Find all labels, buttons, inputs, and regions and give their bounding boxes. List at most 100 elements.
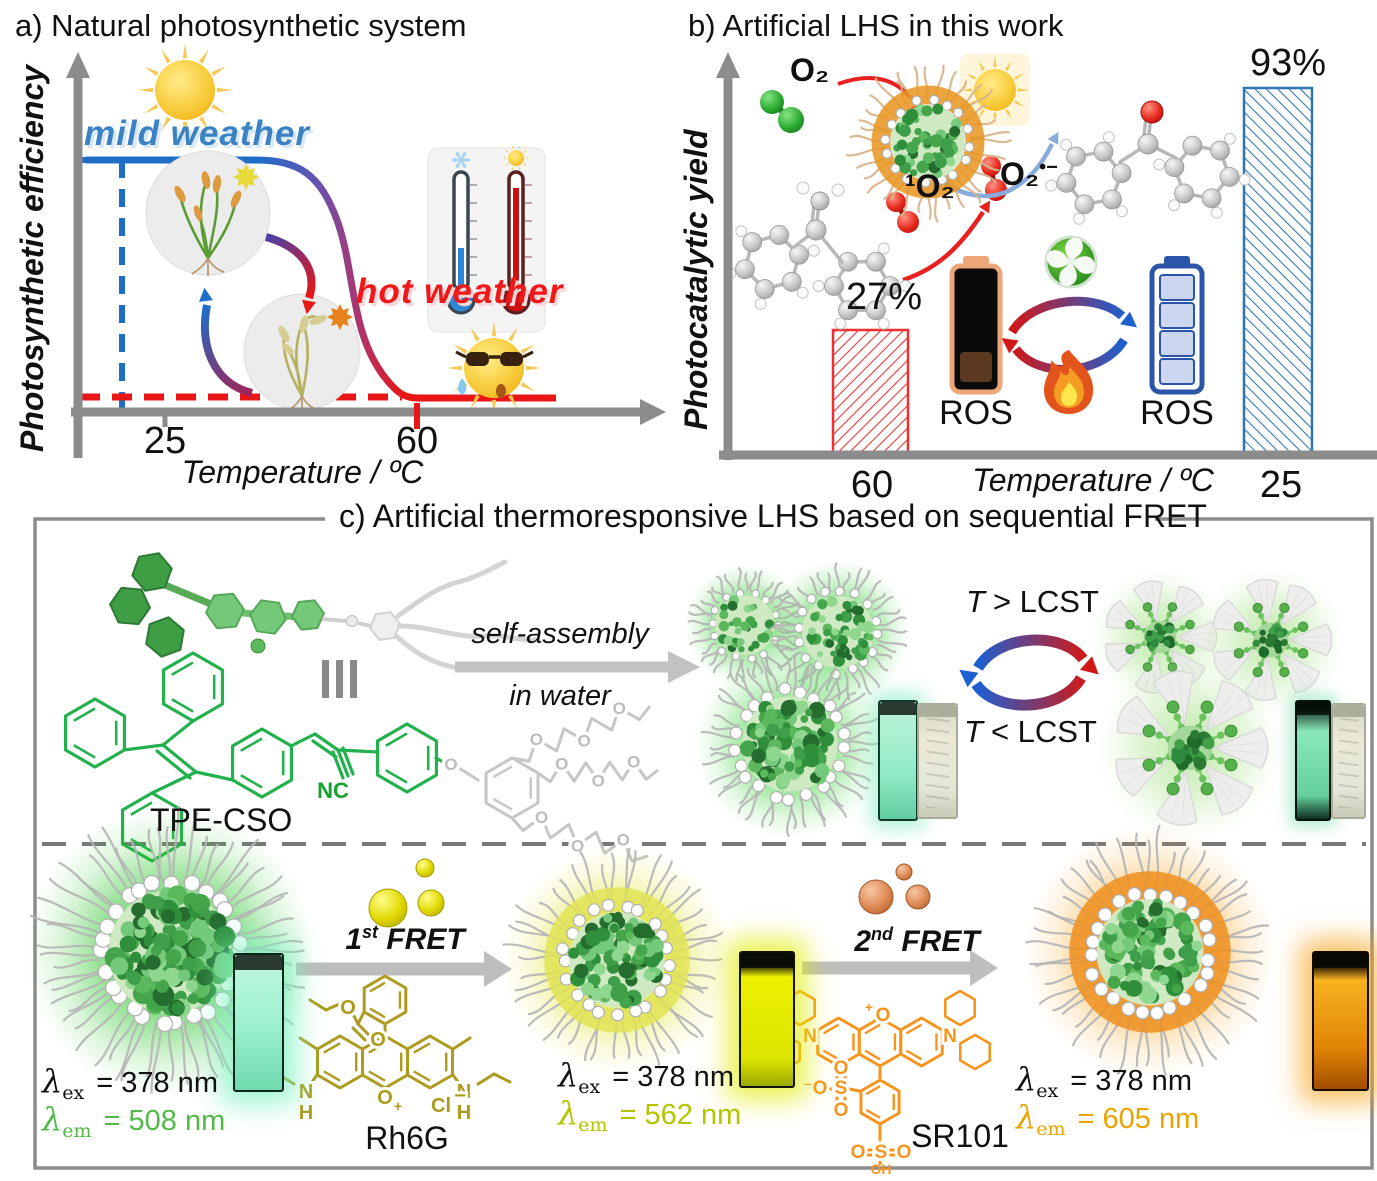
cold-thermometer-icon (446, 170, 477, 315)
micelle-photocatalyst (845, 64, 1013, 223)
lcst-cycle-arrow-bottom (971, 674, 1086, 711)
ether-o-label: O (444, 755, 457, 774)
in-water-label: in water (509, 680, 611, 712)
fret2-arrowhead (970, 950, 998, 986)
panel-a-y-axis-label: Photosynthetic efficiency (14, 64, 50, 452)
lambda-em-state3: λem = 605 nm (1016, 1098, 1200, 1140)
self-assembly-label: self-assembly (471, 618, 649, 650)
panel-a-tick-60: 60 (395, 420, 439, 462)
bar-value-93: 93% (1249, 42, 1327, 84)
rh6g-structure (260, 974, 512, 1090)
svg-text:O: O (340, 997, 356, 1019)
panel-b-title: b) Artificial LHS in this work (688, 8, 1064, 43)
sr101-label: SR101 (911, 1118, 1009, 1154)
sun-icon (961, 56, 1029, 124)
svg-text:O: O (834, 1100, 849, 1121)
ros-battery-empty (949, 256, 1003, 395)
bar-27-percent (831, 328, 910, 454)
micelle-rh6g-loaded (502, 845, 732, 1075)
panel-b-tick-25: 25 (1259, 464, 1303, 506)
svg-text:⁻O: ⁻O (803, 1078, 828, 1099)
ros-label-left: ROS (939, 394, 1013, 432)
panel-b-y-axis-label: Photocatalytic yield (678, 129, 714, 430)
cuvette-daylight-collapsed (1331, 703, 1366, 819)
svg-text:O: O (876, 1005, 891, 1026)
lambda-ex-state2: λex = 378 nm (558, 1056, 734, 1098)
oxygen-label: O₂ (790, 52, 830, 88)
healthy-plant-badge (145, 150, 271, 276)
svg-text:−: − (454, 1085, 466, 1107)
small-sun-icon (502, 144, 530, 172)
cuvette-508nm-emission (233, 953, 284, 1092)
svg-text:S: S (875, 1142, 888, 1163)
rh6g-dye-spheres (368, 858, 445, 928)
mild-weather-label: mild weather (84, 114, 310, 153)
svg-text:O: O (530, 730, 543, 749)
cuvette-glowing-collapsed (1295, 700, 1331, 821)
blue-dashed-guide (80, 157, 125, 409)
panel-c-title: c) Artificial thermoresponsive LHS based… (325, 498, 1207, 535)
svg-text:Cl: Cl (431, 1095, 451, 1117)
lambda-ex-state1: λex = 378 nm (42, 1062, 218, 1104)
lambda-em-state1: λem = 508 nm (42, 1100, 226, 1142)
cuvette-605nm-emission (1312, 951, 1369, 1091)
svg-text:N: N (943, 1026, 957, 1047)
comb-polymer-3d (109, 552, 401, 658)
svg-text:O: O (851, 1142, 866, 1163)
svg-text:N: N (803, 1026, 817, 1047)
svg-text:N: N (299, 1081, 313, 1103)
svg-text:O: O (897, 1142, 912, 1163)
cuvette-daylight-assembled (917, 703, 958, 819)
rh6g-atom-labels: O O N H N H O + Cl − (296, 994, 474, 1127)
snowflake-icon (452, 151, 470, 169)
singlet-oxygen-label: ¹O₂ (905, 168, 955, 204)
svg-text:H: H (457, 1102, 471, 1124)
svg-text:S: S (835, 1078, 848, 1099)
first-fret-label: 1st FRET (345, 922, 465, 956)
sun-icon (138, 43, 232, 137)
small-hot-sun-icon (327, 304, 353, 330)
micelle-cluster (684, 560, 910, 839)
svg-text:O: O (535, 808, 548, 827)
sr101-dye-spheres (858, 863, 931, 915)
lambda-ex-state3: λex = 378 nm (1016, 1060, 1192, 1102)
svg-text:+: + (394, 1098, 402, 1114)
t-above-lcst-label: T > LCST (966, 584, 1099, 619)
heating-arrow (264, 233, 316, 300)
svg-text:O: O (555, 754, 568, 773)
fire-icon (1044, 350, 1094, 414)
svg-text:O: O (377, 1087, 393, 1109)
svg-text:OH: OH (871, 1161, 892, 1177)
hot-weather-label: hot weather (356, 272, 564, 311)
benzophenone-molecule (1045, 100, 1251, 225)
panel-a-tick-25: 25 (143, 420, 187, 462)
cuvette-562nm-emission (739, 951, 795, 1088)
svg-text:O: O (578, 731, 591, 750)
cooling-arrow (200, 304, 254, 397)
micelle-tpe-cso (26, 806, 314, 1096)
diphenylethylene-molecule (724, 181, 912, 330)
fan-icon (1044, 235, 1098, 289)
fret1-arrowhead (484, 951, 512, 987)
efficiency-curve (86, 156, 419, 402)
micelle-sr101-loaded (1024, 824, 1276, 1078)
lambda-em-state2: λem = 562 nm (558, 1094, 742, 1136)
hot-sun-face-details (455, 350, 534, 398)
tpe-cso-label: TPE-CSO (150, 802, 293, 838)
ros-label-right: ROS (1140, 394, 1214, 432)
nc-atom-label: NC (317, 778, 349, 803)
y-axis-arrowhead (716, 52, 740, 78)
thermometers-card (427, 144, 546, 333)
svg-text:O: O (370, 1029, 386, 1051)
panel-b-artificial-lhs (716, 52, 1377, 460)
self-assembly-arrowhead (668, 651, 700, 683)
equivalence-icon (322, 660, 357, 698)
collapsed-micelles (1092, 567, 1344, 841)
y-axis-arrowhead (66, 52, 90, 78)
panel-a-x-axis-label: Temperature / ºC (181, 454, 424, 490)
rh6g-label: Rh6G (365, 1120, 449, 1156)
panel-b-x-axis-label: Temperature / ºC (972, 462, 1214, 498)
svg-text:O: O (627, 753, 640, 772)
